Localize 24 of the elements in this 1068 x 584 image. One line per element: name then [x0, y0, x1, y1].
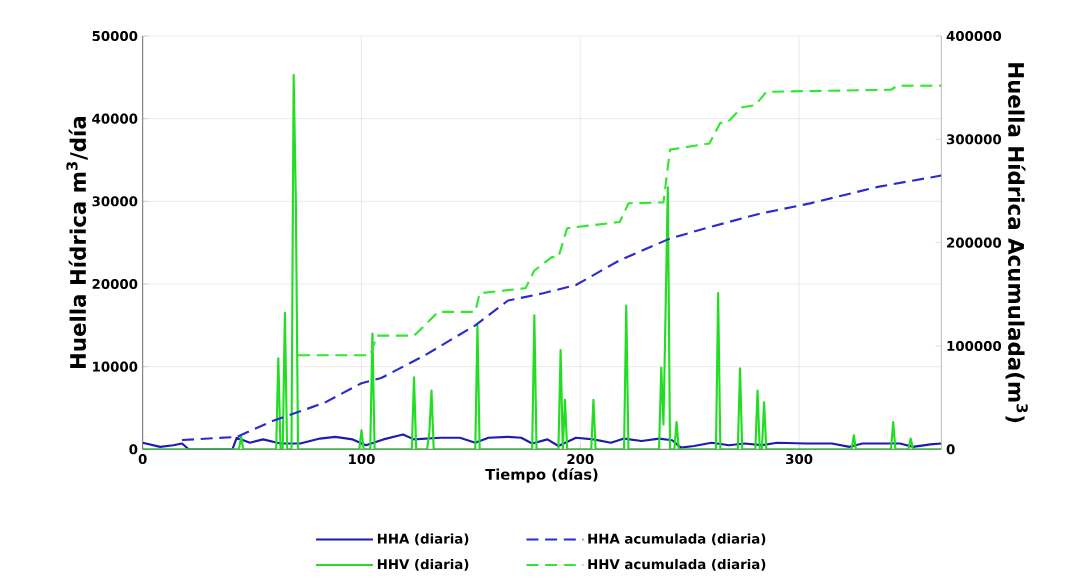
x-tick-label: 300 — [786, 454, 813, 465]
y2-tick-label: 200000 — [947, 237, 1002, 248]
line-series — [296, 84, 942, 357]
legend-label: HHV (diaria) — [377, 558, 469, 571]
y-tick-label: 0 — [129, 444, 138, 455]
legend-label: HHV acumulada (diaria) — [588, 558, 766, 571]
y-tick-label: 30000 — [92, 196, 138, 207]
x-tick-label: 0 — [138, 454, 147, 465]
y2-tick-label: 300000 — [946, 134, 1002, 145]
legend-label: HHA (diaria) — [377, 533, 469, 546]
y-axis-title: Huella Hídrica m$^{3}$/día — [66, 116, 88, 369]
x-tick-label: 100 — [349, 454, 375, 465]
y2-tick-label: 400000 — [946, 30, 1002, 42]
y-tick-label: 20000 — [92, 278, 138, 290]
y2-axis-title: Huella Hídrica Acumulada(m$^{3}$) — [1005, 63, 1028, 423]
x-tick-label: 200 — [567, 454, 594, 465]
y2-tick-label: 100000 — [947, 340, 1002, 352]
y-tick-label: 40000 — [92, 113, 138, 124]
line-series — [180, 174, 942, 442]
y-tick-label: 50000 — [92, 30, 138, 42]
legend-label: HHA acumulada (diaria) — [588, 533, 766, 546]
y-tick-label: 10000 — [93, 361, 138, 372]
y2-tick-label: 0 — [946, 444, 955, 455]
x-axis-title: Tiempo (días) — [485, 467, 598, 483]
